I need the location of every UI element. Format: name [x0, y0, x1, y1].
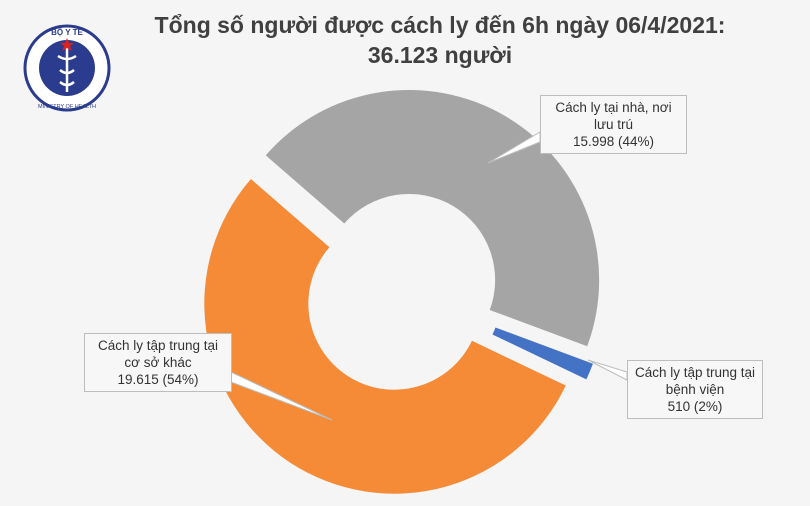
data-label: Cách ly tập trung tại cơ sở khác 19.615 …	[84, 333, 232, 392]
donut	[204, 89, 600, 494]
data-label: Cách ly tập trung tại bệnh viện 510 (2%)	[627, 360, 763, 419]
label-value: 19.615 (54%)	[117, 372, 199, 387]
logo-top: BỘ Y TẾ	[51, 27, 83, 37]
leader	[587, 359, 628, 381]
chart-subtitle: 36.123 người	[367, 42, 513, 68]
label-category: Cách ly tại nhà, nơi lưu trú	[555, 100, 672, 132]
label-category: Cách ly tập trung tại cơ sở khác	[97, 338, 219, 370]
slice	[265, 89, 600, 347]
label-category: Cách ly tập trung tại bệnh viện	[634, 365, 756, 397]
chart-title: Tổng số người được cách ly đến 6h ngày 0…	[154, 12, 726, 38]
logo: BỘ Y TẾ MINISTRY OF HEALTH	[23, 24, 111, 112]
logo-bottom: MINISTRY OF HEALTH	[38, 104, 96, 110]
slice	[492, 327, 593, 380]
label-value: 510 (2%)	[667, 399, 723, 414]
data-label: Cách ly tại nhà, nơi lưu trú 15.998 (44%…	[540, 95, 687, 154]
slice	[204, 179, 566, 494]
label-value: 15.998 (44%)	[572, 134, 655, 149]
